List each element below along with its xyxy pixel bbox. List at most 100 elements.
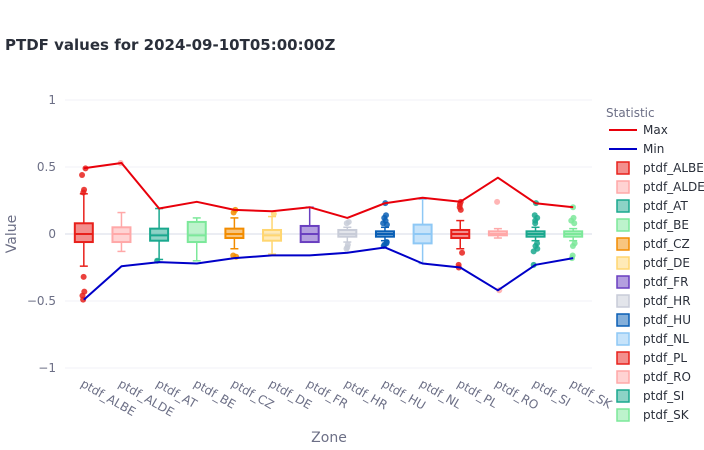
- legend-item-ptdf_PL: ptdf_PL: [616, 351, 687, 365]
- outlier-point: [383, 221, 390, 228]
- legend-item-ptdf_RO: ptdf_RO: [616, 370, 691, 384]
- x-tick-label: ptdf_CZ: [229, 376, 277, 412]
- x-tick-label: ptdf_BE: [191, 376, 238, 411]
- box-body: [73, 222, 94, 244]
- box-ptdf_SK: [563, 204, 584, 262]
- legend-box-swatch: [616, 351, 630, 365]
- box-ptdf_ALBE: [73, 165, 94, 303]
- legend-label: Min: [643, 142, 664, 156]
- legend-label: ptdf_RO: [643, 370, 691, 384]
- legend-item-ptdf_NL: ptdf_NL: [616, 332, 689, 346]
- box-body: [186, 220, 207, 244]
- stat-lines: [83, 162, 574, 301]
- legend-box-swatch: [616, 370, 630, 384]
- outlier-point: [532, 220, 539, 227]
- legend-label: ptdf_HU: [643, 313, 691, 327]
- legend-item-ptdf_DE: ptdf_DE: [616, 256, 690, 270]
- legend-item-ptdf_HU: ptdf_HU: [616, 313, 691, 327]
- outlier-point: [459, 249, 466, 256]
- outlier-point: [80, 273, 87, 280]
- gridlines: [65, 99, 592, 369]
- legend-box-swatch: [616, 199, 630, 213]
- legend-item-max: Max: [609, 123, 668, 137]
- legend-item-ptdf_BE: ptdf_BE: [616, 218, 689, 232]
- box-ptdf_HU: [374, 200, 395, 250]
- legend-box-swatch: [616, 275, 630, 289]
- legend-label: ptdf_ALDE: [643, 180, 704, 194]
- legend-box-swatch: [616, 408, 630, 422]
- box-ptdf_BE: [186, 217, 207, 262]
- legend-box-swatch: [616, 180, 630, 194]
- legend-label: ptdf_BE: [643, 218, 689, 232]
- y-tick-label: 0: [48, 227, 56, 241]
- box-ptdf_ALDE: [111, 159, 132, 253]
- legend-label: ptdf_FR: [643, 275, 688, 289]
- box-ptdf_CZ: [224, 206, 245, 260]
- legend-label: ptdf_ALBE: [643, 161, 704, 175]
- series-line-min: [83, 246, 574, 301]
- legend-label: ptdf_SK: [643, 408, 690, 422]
- outlier-point: [571, 220, 578, 227]
- legend-item-ptdf_SK: ptdf_SK: [616, 408, 690, 422]
- legend-item-ptdf_ALDE: ptdf_ALDE: [616, 180, 704, 194]
- box-ptdf_AT: [149, 207, 170, 264]
- legend-box-swatch: [616, 218, 630, 232]
- series-line-max: [83, 162, 574, 219]
- outlier-point: [530, 248, 537, 255]
- legend-box-swatch: [616, 332, 630, 346]
- chart-title: PTDF values for 2024-09-10T05:00:00Z: [5, 36, 335, 54]
- box-ptdf_DE: [262, 210, 283, 255]
- legend-box-swatch: [616, 161, 630, 175]
- y-tick-label: −0.5: [27, 294, 56, 308]
- outlier-point: [494, 198, 501, 205]
- y-tick-label: −1: [38, 361, 56, 375]
- y-tick-labels: 1 0.5 0 −0.5 −1: [27, 93, 56, 375]
- legend-item-ptdf_HR: ptdf_HR: [616, 294, 691, 308]
- box-plots: [73, 159, 584, 303]
- legend-label: ptdf_CZ: [643, 237, 690, 251]
- legend-box-swatch: [616, 294, 630, 308]
- legend-item-min: Min: [609, 142, 664, 156]
- legend-label: Max: [643, 123, 668, 137]
- x-tick-label: ptdf_SK: [568, 376, 616, 412]
- legend-box-swatch: [616, 237, 630, 251]
- legend-label: ptdf_SI: [643, 389, 684, 403]
- legend-item-ptdf_SI: ptdf_SI: [616, 389, 684, 403]
- x-axis-title: Zone: [311, 430, 347, 446]
- legend-label: ptdf_HR: [643, 294, 691, 308]
- legend-box-swatch: [616, 313, 630, 327]
- legend-box-swatch: [616, 256, 630, 270]
- legend-label: ptdf_NL: [643, 332, 689, 346]
- legend-item-ptdf_CZ: ptdf_CZ: [616, 237, 690, 251]
- outlier-point: [343, 220, 350, 227]
- x-tick-labels: ptdf_ALBEptdf_ALDEptdf_ATptdf_BEptdf_CZp…: [78, 376, 615, 419]
- outlier-point: [230, 209, 237, 216]
- x-tick-label: ptdf_FR: [304, 376, 350, 411]
- legend-title: Statistic: [606, 106, 655, 120]
- x-tick-label: ptdf_PL: [455, 376, 500, 410]
- legend-label: ptdf_AT: [643, 199, 688, 213]
- box-ptdf_RO: [487, 198, 508, 294]
- legend-label: ptdf_PL: [643, 351, 687, 365]
- legend-item-ptdf_AT: ptdf_AT: [616, 199, 688, 213]
- legend-label: ptdf_DE: [643, 256, 690, 270]
- outlier-point: [79, 172, 86, 179]
- box-ptdf_PL: [450, 198, 471, 271]
- legend-item-ptdf_FR: ptdf_FR: [616, 275, 688, 289]
- box-ptdf_NL: [412, 198, 433, 265]
- legend-box-swatch: [616, 389, 630, 403]
- outlier-point: [80, 189, 87, 196]
- box-ptdf_HR: [337, 218, 358, 252]
- outlier-point: [457, 206, 464, 213]
- y-tick-label: 1: [48, 93, 56, 107]
- legend: Statistic Max Min ptdf_ALBE ptdf_ALDE ptdf_A…: [606, 106, 704, 422]
- outlier-point: [343, 245, 350, 252]
- legend-item-ptdf_ALBE: ptdf_ALBE: [616, 161, 704, 175]
- outlier-point: [569, 243, 576, 250]
- box-ptdf_FR: [299, 206, 320, 244]
- outlier-point: [270, 210, 277, 217]
- box-ptdf_SI: [525, 200, 546, 268]
- y-tick-label: 0.5: [37, 160, 56, 174]
- y-axis-title: Value: [4, 215, 20, 253]
